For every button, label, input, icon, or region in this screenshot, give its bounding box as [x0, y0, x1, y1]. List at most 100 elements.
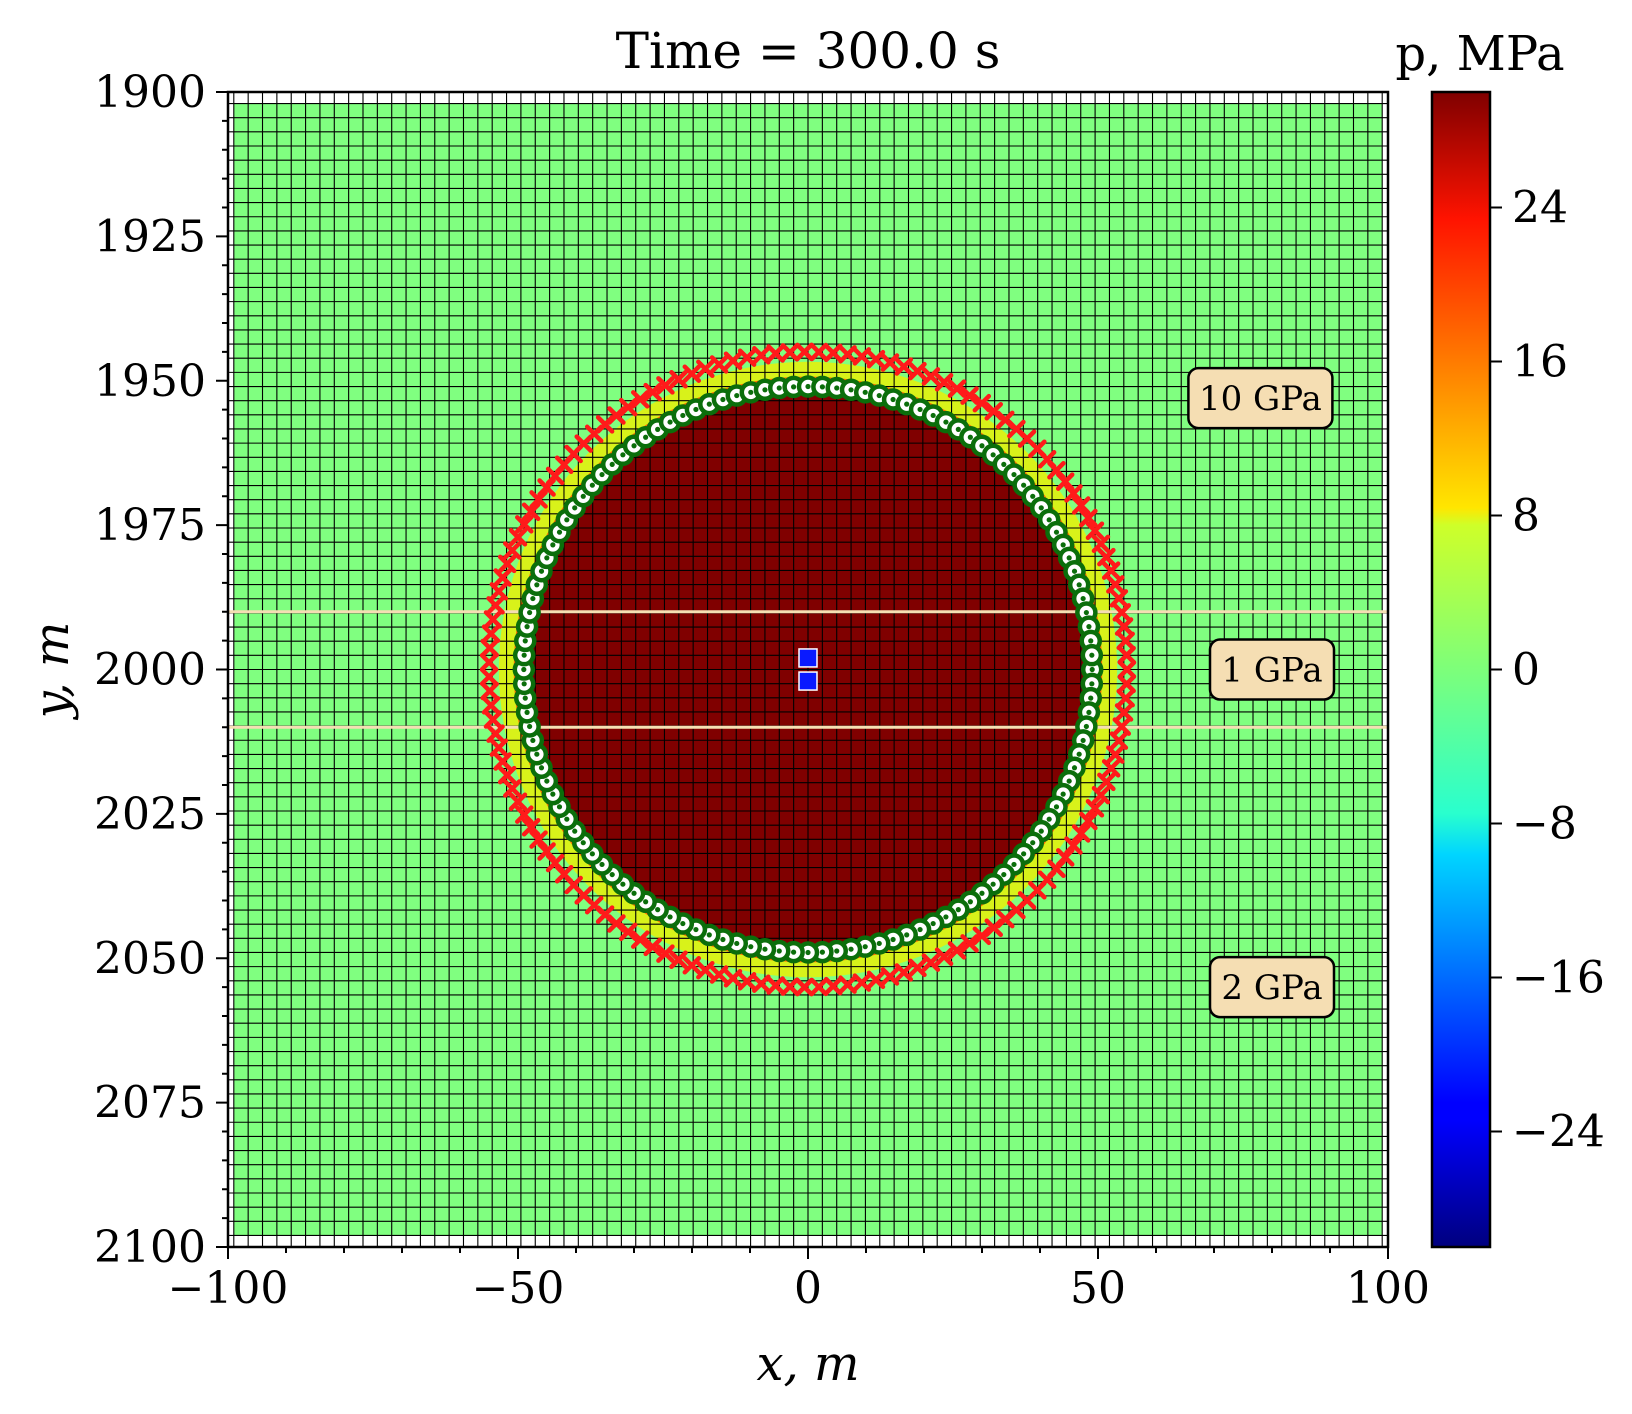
annotation-0: 10 GPa: [1187, 366, 1334, 430]
colorbar-tick-label-2: 8: [1512, 491, 1540, 542]
x-tick-label-1: −50: [472, 1263, 565, 1314]
y-axis-ticks: 1900 1925 1950 1975 2000 2025 2050 2075 2100: [94, 67, 228, 1273]
annotation-text-1: 1 GPa: [1221, 651, 1322, 691]
x-marker-39: [737, 972, 757, 991]
o-marker-123: [1080, 643, 1104, 667]
x-marker-131: [1097, 547, 1116, 567]
y-tick-label-6: 2050: [94, 933, 206, 984]
x-marker-80: [515, 515, 534, 534]
x-marker-7: [1101, 759, 1121, 778]
x-marker-138: [1117, 645, 1136, 665]
x-marker-43: [682, 956, 702, 975]
x-marker-38: [752, 974, 771, 993]
annotation-1: 1 GPa: [1208, 638, 1336, 701]
x-marker-92: [630, 390, 650, 409]
x-marker-137: [1116, 631, 1135, 651]
colorbar-tick-label-5: −16: [1512, 953, 1605, 1004]
chart-title: Time = 300.0 s: [616, 22, 1001, 80]
x-marker-10: [1085, 798, 1105, 818]
y-tick-label-0: 1900: [94, 67, 206, 118]
x-marker-46: [643, 937, 662, 957]
plot-area: [228, 92, 1388, 1247]
injection-point-1: [798, 671, 818, 691]
x-marker-117: [972, 393, 992, 413]
x-marker-36: [780, 977, 800, 996]
x-axis-label: x, m: [756, 1336, 859, 1392]
x-marker-65: [486, 724, 505, 743]
x-marker-71: [480, 638, 499, 658]
x-axis-ticks: −100 −50 0 50 100: [168, 1247, 1430, 1314]
x-marker-21: [984, 918, 1003, 937]
y-tick-marks: [216, 91, 228, 1248]
colorbar-tick-label-3: 0: [1512, 645, 1540, 696]
x-marker-107: [838, 345, 857, 364]
x-marker-13: [1064, 836, 1083, 855]
x-marker-58: [521, 818, 541, 837]
x-marker-79: [508, 528, 528, 547]
x-marker-106: [823, 343, 843, 363]
x-tick-label-0: −100: [168, 1263, 289, 1314]
x-marker-62: [497, 765, 517, 785]
x-marker-57: [529, 830, 548, 849]
y-tick-label-5: 2025: [94, 789, 206, 840]
x-marker-37: [766, 976, 785, 995]
x-marker-72: [481, 624, 501, 643]
x-marker-4: [1112, 717, 1132, 736]
x-marker-42: [696, 960, 715, 980]
annotation-text-2: 2 GPa: [1221, 968, 1322, 1008]
x-marker-102: [766, 344, 785, 363]
x-marker-115: [947, 379, 967, 398]
colorbar-tick-label-6: −24: [1512, 1107, 1605, 1158]
x-marker-64: [489, 738, 509, 757]
x-marker-0: [1117, 660, 1137, 679]
x-marker-98: [709, 355, 729, 374]
annotation-2: 2 GPa: [1208, 955, 1336, 1019]
x-marker-40: [723, 968, 743, 988]
x-marker-125: [1055, 472, 1075, 491]
x-marker-73: [483, 610, 503, 629]
x-marker-81: [521, 502, 541, 521]
x-marker-12: [1071, 824, 1091, 843]
colorbar-tick-label-1: 16: [1512, 337, 1568, 388]
injection-points: [798, 648, 818, 691]
colorbar-gradient: [1430, 90, 1492, 1249]
x-marker-31: [852, 973, 872, 992]
x-marker-95: [669, 369, 688, 389]
x-marker-116: [960, 386, 979, 405]
annotation-box-0: [1187, 366, 1334, 430]
x-marker-5: [1109, 731, 1129, 750]
x-marker-23: [960, 934, 979, 953]
ring-markers: [479, 342, 1137, 997]
x-marker-129: [1085, 521, 1105, 541]
x-marker-97: [696, 359, 715, 379]
x-marker-26: [921, 953, 941, 972]
x-marker-33: [823, 976, 843, 996]
x-marker-128: [1079, 508, 1098, 528]
layer-boundaries: [228, 610, 1388, 729]
x-marker-96: [682, 364, 702, 383]
y-tick-label-8: 2100: [94, 1222, 206, 1273]
colorbar-label: p, MPa: [1395, 26, 1564, 82]
x-marker-28: [894, 963, 914, 982]
x-marker-3: [1114, 703, 1134, 722]
x-marker-108: [852, 347, 872, 366]
x-marker-101: [752, 346, 771, 365]
x-marker-126: [1064, 484, 1083, 503]
x-marker-63: [493, 752, 512, 771]
x-marker-66: [483, 710, 503, 729]
x-marker-74: [486, 596, 505, 615]
colorbar-tick-label-4: −8: [1512, 799, 1577, 850]
x-marker-34: [809, 977, 829, 997]
y-tick-label-2: 1950: [94, 356, 206, 407]
colorbar-tick-label-0: 24: [1512, 183, 1568, 234]
x-marker-60: [508, 792, 528, 811]
y-tick-label-4: 2000: [94, 645, 206, 696]
x-marker-82: [529, 490, 548, 509]
x-marker-44: [669, 950, 688, 970]
x-marker-8: [1097, 772, 1116, 792]
x-marker-109: [866, 349, 886, 369]
x-marker-68: [480, 681, 499, 701]
colorbar: 24 16 8 0 −8 −16 −24 p, MPa: [1395, 26, 1605, 1249]
y-tick-label-7: 2075: [94, 1078, 206, 1129]
x-marker-104: [795, 342, 814, 362]
